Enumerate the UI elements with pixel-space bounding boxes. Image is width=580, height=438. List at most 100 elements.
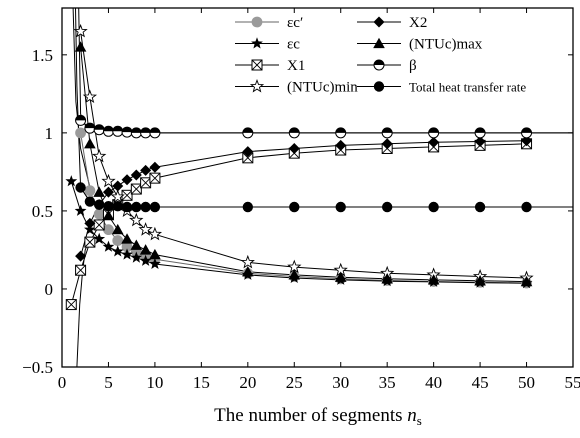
data-point [73, 23, 88, 38]
data-point [149, 248, 161, 260]
data-point [288, 127, 300, 139]
data-point [65, 299, 77, 311]
legend-item: X2 [357, 15, 427, 31]
data-point [84, 185, 96, 197]
x-tick-label: 15 [193, 373, 210, 392]
x-tick-label: 55 [565, 373, 580, 392]
legend-marker [251, 37, 263, 49]
data-point [93, 208, 105, 220]
data-point [102, 186, 114, 198]
data-point [521, 127, 533, 139]
data-point [242, 127, 254, 139]
data-point [75, 127, 86, 139]
data-point [75, 182, 86, 193]
data-point [427, 274, 440, 285]
data-point [149, 161, 161, 173]
x-tick-label: 20 [239, 373, 256, 392]
data-point [121, 233, 133, 244]
data-point [130, 239, 143, 250]
y-tick-label: 1 [45, 124, 54, 143]
data-point [474, 275, 486, 286]
data-point [428, 127, 440, 139]
data-point [103, 224, 114, 236]
legend-marker [251, 16, 263, 28]
data-point [131, 201, 142, 213]
data-point [334, 271, 347, 282]
data-point [102, 240, 115, 252]
data-point [74, 41, 87, 52]
data-point [111, 245, 124, 257]
series-line [70, 181, 527, 284]
curve-branch [78, 8, 573, 134]
data-point [138, 222, 153, 236]
data-point [102, 125, 114, 137]
x-tick-labels: 0 5 10 15 20 25 30 35 40 45 50 55 [58, 373, 580, 392]
data-point [140, 127, 152, 139]
legend-item: εc′ [235, 15, 303, 31]
x-tick-label: 50 [518, 373, 535, 392]
legend-item: (NTUc)min [235, 78, 358, 96]
data-point [75, 114, 87, 126]
data-point [242, 201, 254, 213]
data-point [147, 226, 163, 241]
data-point [381, 138, 393, 150]
data-point [112, 125, 124, 137]
data-point [240, 254, 255, 269]
y-tick-label: 1.5 [32, 46, 53, 65]
data-point [84, 223, 96, 235]
x-tick-label: 5 [104, 373, 113, 392]
data-point [93, 124, 105, 136]
legend-label: εc [287, 37, 300, 53]
data-point [121, 126, 133, 138]
data-point [139, 244, 152, 255]
legend-item: (NTUc)max [357, 37, 483, 53]
data-point [428, 136, 440, 148]
data-point [84, 196, 96, 207]
data-point [428, 201, 439, 213]
data-point [84, 236, 96, 248]
data-point [335, 127, 347, 139]
data-point [139, 254, 152, 266]
legend-marker [373, 59, 385, 71]
x-axis-label: The number of segments ns [214, 405, 422, 428]
legend-marker [249, 78, 265, 93]
data-point [149, 201, 161, 213]
data-point [82, 89, 98, 104]
y-tick-label: −0.5 [22, 358, 53, 377]
data-point [521, 135, 533, 147]
x-axis-label-text: The number of segments [214, 405, 407, 426]
data-point [75, 264, 87, 276]
data-point [140, 177, 152, 189]
legend-item: β [357, 58, 417, 74]
legend-label: (NTUc)max [409, 37, 483, 53]
legend-marker [373, 37, 385, 49]
legend-label: Total heat transfer rate [409, 80, 526, 95]
legend-label: X2 [409, 15, 427, 31]
data-point [84, 217, 96, 229]
x-tick-label: 40 [425, 373, 442, 392]
data-point [111, 223, 124, 235]
data-point [242, 152, 254, 164]
data-point [289, 201, 300, 213]
data-point [84, 122, 96, 134]
data-point [288, 269, 301, 280]
legend-item: εc [235, 37, 300, 53]
data-point [75, 250, 87, 262]
data-point [288, 142, 300, 154]
x-tick-label: 0 [58, 373, 67, 392]
data-point [520, 275, 533, 287]
data-point [521, 201, 532, 213]
series-markers [65, 23, 534, 311]
data-point [74, 204, 87, 216]
legend-marker [373, 16, 385, 28]
data-point [149, 172, 161, 184]
x-tick-label: 10 [146, 373, 163, 392]
data-point [474, 135, 486, 147]
legend-label: εc′ [287, 15, 303, 31]
data-point [93, 199, 105, 210]
data-point [84, 137, 96, 149]
x-tick-label: 45 [472, 373, 489, 392]
data-point [130, 127, 142, 139]
plot-frame [61, 7, 574, 368]
data-point [121, 248, 133, 260]
